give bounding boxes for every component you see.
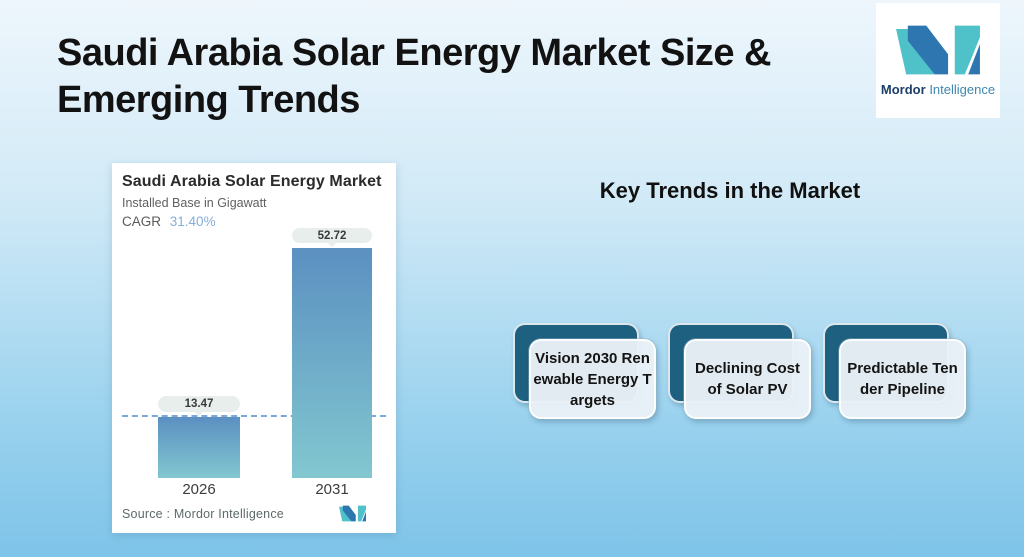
bar-2026: [158, 417, 240, 478]
brand-name-light: Intelligence: [929, 82, 996, 97]
trend-cards-row: Vision 2030 Ren ewable Energy T argets D…: [513, 323, 983, 428]
brand-name-bold: Mordor: [880, 82, 926, 97]
key-trends-heading: Key Trends in the Market: [599, 178, 861, 203]
bar-group-2026: 13.47: [158, 228, 240, 478]
mordor-logo-small-icon: [339, 505, 366, 522]
bar-chart-plot: 13.47 52.72: [122, 228, 386, 478]
market-size-chart-card: Saudi Arabia Solar Energy Market Install…: [112, 163, 396, 533]
cagr-row: CAGR 31.40%: [122, 214, 216, 229]
brand-wordmark: Mordor Intelligence: [881, 82, 995, 97]
value-label-2026: 13.47: [158, 396, 240, 412]
bar-2031: [292, 248, 372, 478]
trend-card-predictable-tender: Predictable Ten der Pipeline: [823, 323, 966, 419]
mordor-logo-icon: [896, 25, 980, 75]
chart-subtitle: Installed Base in Gigawatt: [122, 196, 267, 210]
value-label-pointer: [194, 411, 204, 416]
trend-card-declining-cost: Declining Cost of Solar PV: [668, 323, 811, 419]
reference-line: [122, 415, 386, 417]
cagr-label: CAGR: [122, 214, 162, 229]
x-axis-label-2026: 2026: [182, 481, 216, 498]
value-label-pointer: [327, 242, 337, 248]
cagr-value: 31.40%: [169, 214, 216, 229]
trend-card-label: Predictable Ten der Pipeline: [839, 339, 966, 419]
source-attribution: Source : Mordor Intelligence: [122, 507, 284, 521]
chart-title: Saudi Arabia Solar Energy Market: [122, 173, 382, 190]
bar-group-2031: 52.72: [292, 228, 372, 478]
trend-card-vision-2030: Vision 2030 Ren ewable Energy T argets: [513, 323, 656, 419]
brand-logo-card: Mordor Intelligence: [876, 3, 1000, 118]
trend-card-label: Declining Cost of Solar PV: [684, 339, 811, 419]
page-title: Saudi Arabia Solar Energy Market Size & …: [57, 32, 772, 121]
x-axis-label-2031: 2031: [315, 481, 349, 498]
trend-card-label: Vision 2030 Ren ewable Energy T argets: [529, 339, 656, 419]
value-label-2031: 52.72: [292, 228, 372, 244]
